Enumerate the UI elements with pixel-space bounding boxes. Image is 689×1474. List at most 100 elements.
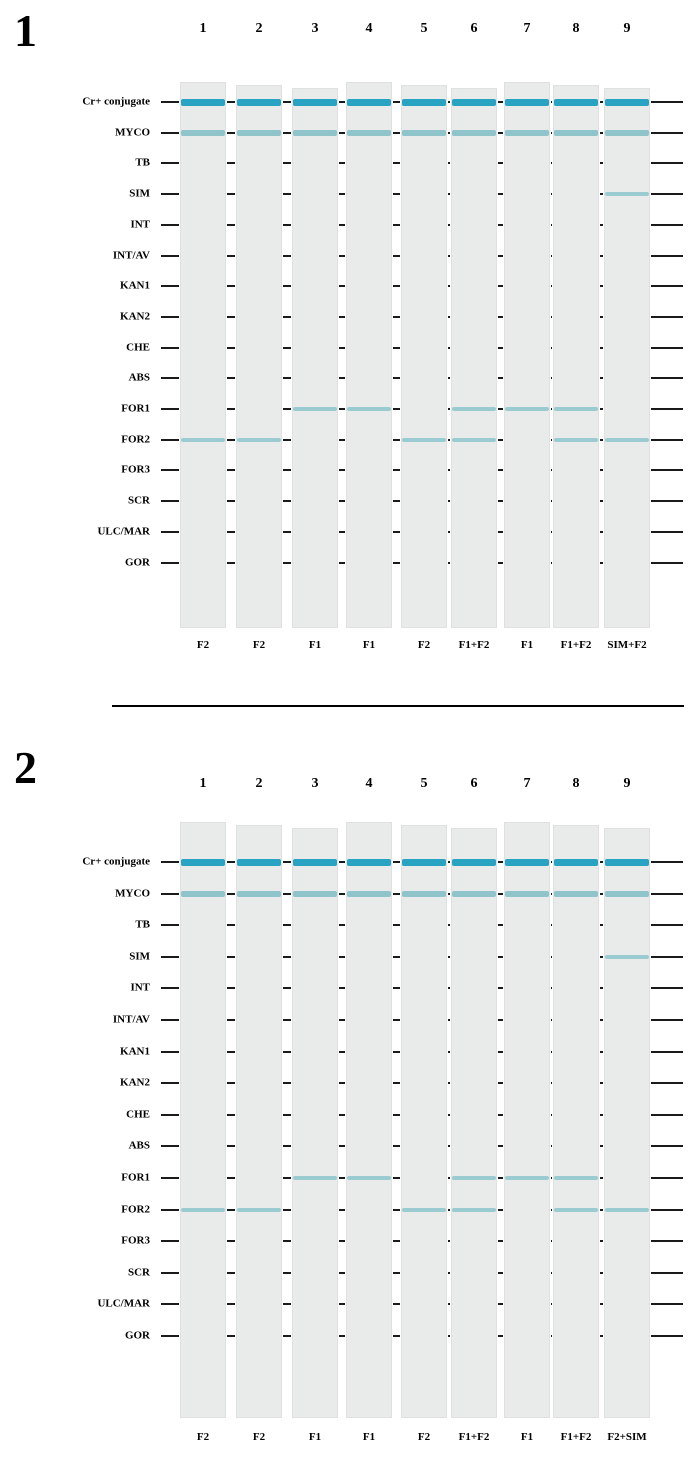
probe-guide-line <box>339 530 345 533</box>
reaction-band <box>402 98 446 106</box>
probe-guide-line <box>600 1240 603 1243</box>
reaction-band <box>452 437 496 442</box>
probe-guide-line <box>161 285 179 288</box>
sample-label: F1 <box>362 1431 376 1443</box>
test-strip <box>553 825 599 1418</box>
probe-guide-line <box>161 131 179 134</box>
probe-guide-line <box>283 162 291 165</box>
probe-guide-line <box>498 408 503 410</box>
test-strip <box>401 85 447 628</box>
probe-guide-line <box>227 223 235 226</box>
probe-guide-line <box>161 1208 179 1211</box>
probe-guide-line <box>551 561 552 564</box>
probe-guide-line <box>283 408 291 410</box>
probe-guide-line <box>339 924 345 927</box>
probe-guide-line <box>393 561 400 564</box>
probe-guide-line <box>551 193 552 196</box>
probe-guide-line <box>393 1240 400 1243</box>
probe-label: KAN1 <box>120 279 150 292</box>
probe-guide-line <box>498 924 503 927</box>
probe-guide-line <box>283 469 291 472</box>
probe-guide-line <box>651 861 683 863</box>
probe-guide-line <box>339 193 345 196</box>
probe-guide-line <box>227 377 235 380</box>
probe-guide-line <box>161 1050 179 1053</box>
probe-guide-line <box>448 955 450 958</box>
probe-guide-line <box>227 315 235 318</box>
reaction-band <box>554 98 598 106</box>
probe-guide-line <box>448 1050 450 1053</box>
reaction-band <box>347 858 391 866</box>
probe-guide-line <box>393 346 400 349</box>
probe-guide-line <box>283 1208 291 1211</box>
probe-guide-line <box>448 1335 450 1337</box>
reaction-band <box>554 407 598 411</box>
probe-guide-line <box>339 469 345 472</box>
probe-guide-line <box>498 1019 503 1021</box>
reaction-band <box>452 98 496 106</box>
probe-guide-line <box>498 377 503 380</box>
probe-guide-line <box>651 987 683 990</box>
reaction-band <box>181 858 225 866</box>
probe-label: MYCO <box>115 887 150 900</box>
probe-guide-line <box>227 1208 235 1211</box>
probe-guide-line <box>339 131 345 134</box>
probe-guide-line <box>448 1208 450 1211</box>
probe-guide-line <box>393 315 400 318</box>
probe-guide-line <box>498 1208 503 1211</box>
probe-guide-line <box>339 1271 345 1274</box>
probe-guide-line <box>448 131 450 134</box>
probe-guide-line <box>227 500 235 503</box>
probe-guide-line <box>393 254 400 257</box>
probe-guide-line <box>498 223 503 226</box>
sample-label: F1 <box>362 639 376 651</box>
probe-guide-line <box>339 892 345 895</box>
probe-guide-line <box>339 1050 345 1053</box>
reaction-band <box>605 890 649 897</box>
probe-guide-line <box>227 1303 235 1306</box>
probe-guide-line <box>651 1082 683 1085</box>
probe-guide-line <box>227 1335 235 1337</box>
probe-guide-line <box>339 162 345 165</box>
probe-guide-line <box>600 892 603 895</box>
probe-guide-line <box>551 924 552 927</box>
panel-number: 1 <box>14 5 37 56</box>
test-strip <box>553 85 599 628</box>
probe-guide-line <box>498 987 503 990</box>
probe-guide-line <box>283 861 291 863</box>
probe-guide-line <box>498 1082 503 1085</box>
test-strip <box>604 828 650 1418</box>
probe-guide-line <box>393 987 400 990</box>
probe-guide-line <box>161 987 179 990</box>
probe-guide-line <box>600 1050 603 1053</box>
probe-label: ULC/MAR <box>97 525 150 538</box>
probe-guide-line <box>651 924 683 927</box>
sample-label: F2 <box>417 1431 431 1443</box>
probe-guide-line <box>339 1082 345 1085</box>
probe-guide-line <box>551 346 552 349</box>
lane-number: 7 <box>523 776 531 791</box>
probe-guide-line <box>651 1208 683 1211</box>
probe-guide-line <box>600 500 603 503</box>
probe-guide-line <box>283 1082 291 1085</box>
probe-guide-line <box>393 892 400 895</box>
probe-label: ABS <box>128 1139 150 1152</box>
probe-guide-line <box>551 861 552 863</box>
probe-guide-line <box>600 346 603 349</box>
probe-guide-line <box>393 469 400 472</box>
probe-guide-line <box>339 438 345 441</box>
reaction-band <box>293 129 337 136</box>
reaction-band <box>347 890 391 897</box>
probe-guide-line <box>161 408 179 410</box>
probe-guide-line <box>283 561 291 564</box>
reaction-band <box>452 890 496 897</box>
probe-guide-line <box>161 1335 179 1337</box>
lane-number: 1 <box>199 21 207 36</box>
probe-guide-line <box>448 438 450 441</box>
probe-guide-line <box>498 1177 503 1179</box>
reaction-band <box>452 858 496 866</box>
probe-guide-line <box>161 162 179 165</box>
reaction-band <box>505 858 549 866</box>
probe-guide-line <box>551 408 552 410</box>
probe-label: SIM <box>129 950 150 963</box>
